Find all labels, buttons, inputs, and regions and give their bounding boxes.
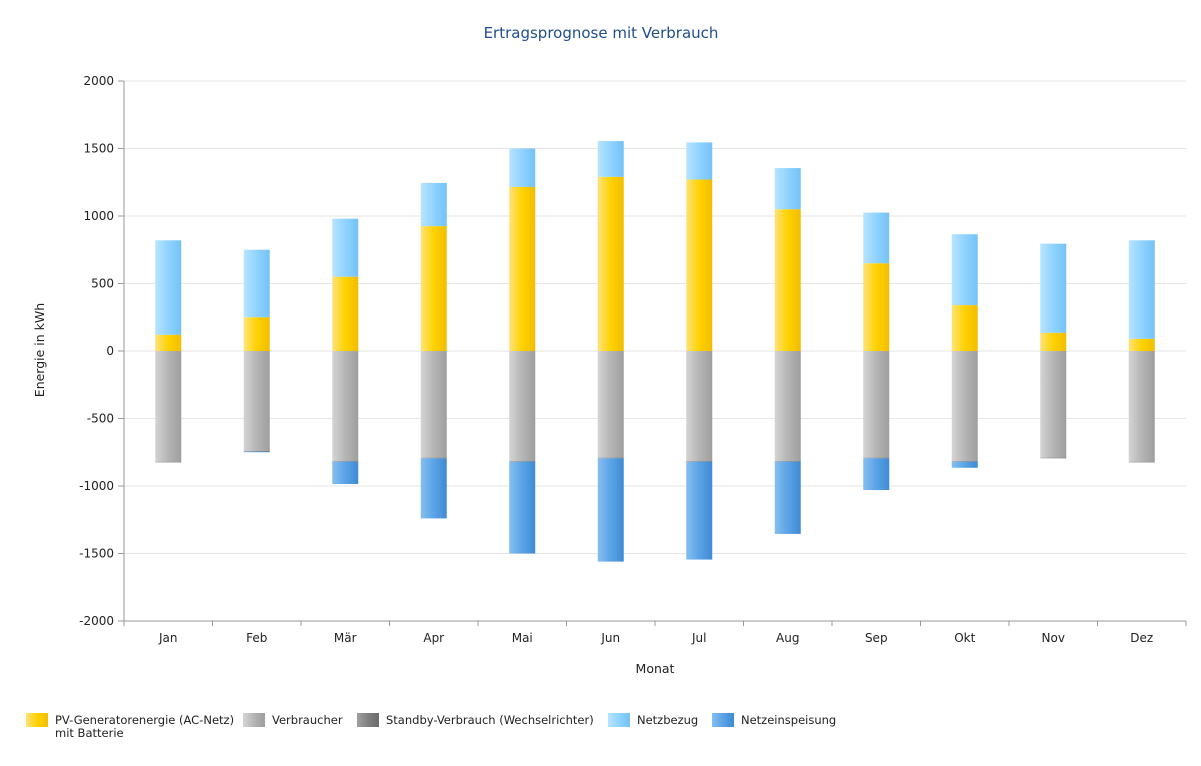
x-tick-label: Jan xyxy=(158,631,178,645)
bar-Jan-series-0 xyxy=(155,334,182,351)
y-tick-label: 2000 xyxy=(83,74,114,88)
bar-Mai-series-4 xyxy=(509,461,536,554)
bar-Jul-series-1 xyxy=(686,351,713,462)
bar-Apr-series-0 xyxy=(420,226,447,351)
bar-Okt-series-4 xyxy=(951,461,978,468)
bar-Mär-series-1 xyxy=(332,351,359,462)
x-tick-label: Jul xyxy=(691,631,706,645)
chart-title: Ertragsprognose mit Verbrauch xyxy=(484,24,719,42)
bar-Jun-series-2 xyxy=(597,457,624,459)
bar-Feb-series-2 xyxy=(243,450,270,452)
bar-Mai-series-0 xyxy=(509,186,536,351)
bar-Aug-series-3 xyxy=(774,168,801,210)
bar-Okt-series-3 xyxy=(951,234,978,306)
bar-Sep-series-4 xyxy=(863,458,890,491)
x-tick-label: Sep xyxy=(865,631,888,645)
legend-label: Netzeinspeisung xyxy=(741,713,836,727)
legend-label: PV-Generatorenergie (AC-Netz) xyxy=(55,713,234,727)
bar-Aug-series-4 xyxy=(774,461,801,534)
x-tick-label: Nov xyxy=(1042,631,1065,645)
bar-Sep-series-1 xyxy=(863,351,890,458)
bar-Jan-series-3 xyxy=(155,240,182,335)
bar-Mai-series-3 xyxy=(509,148,536,187)
legend-swatch xyxy=(357,713,379,727)
x-tick-label: Dez xyxy=(1130,631,1153,645)
bar-Feb-series-1 xyxy=(243,351,270,451)
legend-swatch xyxy=(608,713,630,727)
bar-Sep-series-2 xyxy=(863,457,890,459)
bar-Jun-series-1 xyxy=(597,351,624,458)
bar-Nov-series-1 xyxy=(1040,351,1067,458)
bar-Aug-series-2 xyxy=(774,461,801,462)
bar-Dez-series-0 xyxy=(1128,338,1155,351)
bar-Apr-series-4 xyxy=(420,458,447,519)
bar-Sep-series-0 xyxy=(863,263,890,351)
bar-Dez-series-2 xyxy=(1128,461,1155,463)
y-axis-label: Energie in kWh xyxy=(32,303,47,397)
bar-Apr-series-1 xyxy=(420,351,447,458)
bar-Mai-series-2 xyxy=(509,461,536,462)
y-tick-label: 1500 xyxy=(83,142,114,156)
x-tick-label: Aug xyxy=(776,631,799,645)
bar-Nov-series-2 xyxy=(1040,457,1067,459)
bar-Nov-series-3 xyxy=(1040,243,1067,333)
y-tick-label: 0 xyxy=(106,344,114,358)
bar-Jul-series-0 xyxy=(686,179,713,351)
bar-Jun-series-0 xyxy=(597,176,624,351)
x-tick-label: Feb xyxy=(246,631,267,645)
y-tick-label: 500 xyxy=(91,277,114,291)
legend-label: Netzbezug xyxy=(637,713,698,727)
y-tick-label: 1000 xyxy=(83,209,114,223)
bar-Mär-series-4 xyxy=(332,461,359,484)
x-tick-label: Apr xyxy=(423,631,444,645)
bar-Okt-series-2 xyxy=(951,461,978,462)
bar-Nov-series-0 xyxy=(1040,332,1067,351)
bar-Jul-series-2 xyxy=(686,461,713,462)
bar-Jan-series-2 xyxy=(155,461,182,463)
bar-Apr-series-3 xyxy=(420,182,447,227)
x-tick-label: Mär xyxy=(334,631,357,645)
y-tick-label: -2000 xyxy=(79,614,114,628)
legend-label: mit Batterie xyxy=(55,726,124,740)
bar-Jun-series-3 xyxy=(597,141,624,177)
x-tick-label: Jun xyxy=(600,631,620,645)
bar-Aug-series-1 xyxy=(774,351,801,462)
legend-label: Standby-Verbrauch (Wechselrichter) xyxy=(386,713,594,727)
bar-Dez-series-3 xyxy=(1128,240,1155,339)
bar-Jul-series-3 xyxy=(686,142,713,180)
bar-Okt-series-1 xyxy=(951,351,978,462)
bars xyxy=(155,141,1155,562)
bar-Jun-series-4 xyxy=(597,458,624,562)
legend: PV-Generatorenergie (AC-Netz)mit Batteri… xyxy=(26,713,836,740)
bar-Mai-series-1 xyxy=(509,351,536,462)
x-axis-label: Monat xyxy=(636,661,675,676)
legend-swatch xyxy=(243,713,265,727)
y-tick-label: -1500 xyxy=(79,547,114,561)
grid-lines xyxy=(124,80,1186,622)
bar-Jan-series-1 xyxy=(155,351,182,462)
bar-Mär-series-0 xyxy=(332,276,359,351)
bar-Jul-series-4 xyxy=(686,461,713,560)
bar-Apr-series-2 xyxy=(420,457,447,459)
bar-Feb-series-3 xyxy=(243,249,270,318)
bar-Mär-series-3 xyxy=(332,218,359,277)
x-tick-label: Okt xyxy=(954,631,975,645)
bar-Feb-series-0 xyxy=(243,317,270,351)
legend-swatch xyxy=(712,713,734,727)
bar-Aug-series-0 xyxy=(774,209,801,351)
axes: 2000 1500 1000 500 0 -500 -1000 -1500 -2000 Jan Fe… xyxy=(79,74,1187,645)
y-tick-label: -1000 xyxy=(79,479,114,493)
bar-Feb-series-4 xyxy=(243,451,270,453)
legend-swatch xyxy=(26,713,48,727)
x-tick-label: Mai xyxy=(512,631,533,645)
bar-Okt-series-0 xyxy=(951,305,978,351)
bar-Dez-series-1 xyxy=(1128,351,1155,462)
y-tick-label: -500 xyxy=(87,412,114,426)
bar-Mär-series-2 xyxy=(332,461,359,462)
legend-label: Verbraucher xyxy=(272,713,343,727)
bar-Sep-series-3 xyxy=(863,212,890,264)
